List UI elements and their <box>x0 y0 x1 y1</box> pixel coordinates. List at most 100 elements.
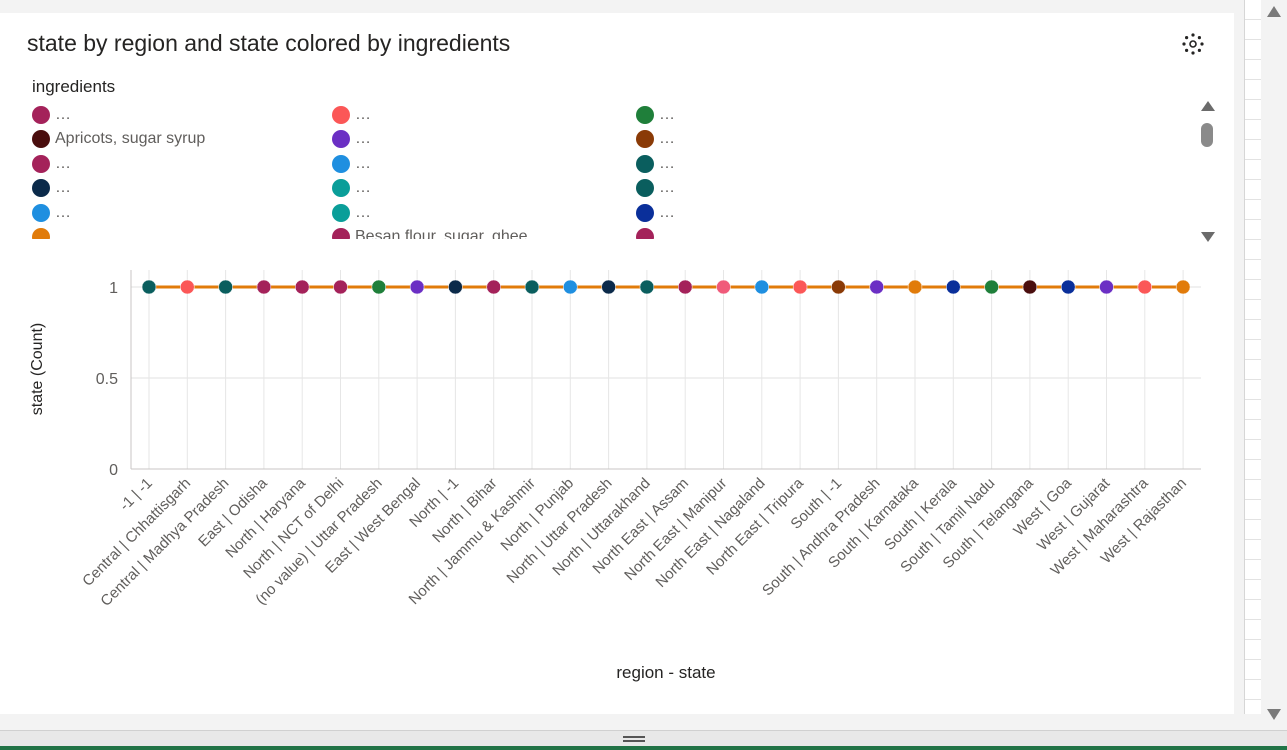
y-tick-label: 0.5 <box>96 371 118 388</box>
legend-marker <box>332 155 350 173</box>
legend-label: … <box>355 155 371 172</box>
y-axis-title: state (Count) <box>29 323 46 415</box>
legend-marker <box>32 204 50 222</box>
legend-marker <box>332 228 350 239</box>
data-point <box>946 279 961 295</box>
data-point <box>1137 279 1153 295</box>
legend-item[interactable]: … <box>32 104 71 126</box>
data-point <box>907 279 923 295</box>
legend-marker <box>332 106 350 124</box>
legend-item[interactable]: … <box>332 128 371 150</box>
legend-item[interactable]: … <box>332 177 371 199</box>
legend-marker <box>636 204 654 222</box>
visual-title: state by region and state colored by ing… <box>27 30 511 56</box>
legend-item[interactable]: … <box>636 153 675 175</box>
legend-item[interactable]: … <box>332 104 371 126</box>
data-point <box>1175 279 1191 295</box>
legend-item[interactable]: … <box>332 202 371 224</box>
data-point <box>486 279 501 295</box>
legend-label: … <box>659 106 675 123</box>
data-point <box>1099 279 1114 295</box>
legend-label: … <box>659 130 675 147</box>
legend-item[interactable]: … <box>32 202 71 224</box>
legend-marker <box>636 179 654 197</box>
legend-item[interactable]: … <box>636 104 675 126</box>
legend: ingredients … Apricots, sugar syrup … … … … … …… <box>30 75 1190 239</box>
data-point <box>831 279 846 295</box>
legend-marker <box>32 130 50 148</box>
legend-title: ingredients <box>32 77 116 96</box>
data-point <box>141 279 157 295</box>
legend-marker <box>636 130 654 148</box>
legend-item[interactable]: … <box>636 177 675 199</box>
data-point <box>563 279 578 295</box>
legend-item[interactable]: … <box>332 153 371 175</box>
legend-label: … <box>355 179 371 196</box>
data-point <box>792 279 808 295</box>
legend-label: … <box>55 204 71 221</box>
data-point <box>409 279 425 295</box>
page-scrollbar[interactable] <box>1262 0 1287 730</box>
legend-item[interactable]: … <box>636 202 675 224</box>
sheet-grid-strip <box>1244 0 1261 714</box>
data-point <box>371 279 387 295</box>
data-point <box>448 279 463 295</box>
data-point <box>524 279 540 295</box>
legend-item[interactable]: Besan flour, sugar, ghee <box>332 226 528 239</box>
focus-mode-icon[interactable] <box>1181 32 1205 56</box>
legend-scroll-up-icon[interactable] <box>1201 101 1215 111</box>
legend-item[interactable]: … <box>636 128 675 150</box>
legend-marker <box>32 179 50 197</box>
legend-item[interactable]: Apricots, sugar syrup <box>32 128 205 150</box>
legend-label: … <box>355 204 371 221</box>
legend-label: … <box>659 204 675 221</box>
legend-label: … <box>659 155 675 172</box>
legend-scroll-thumb[interactable] <box>1201 123 1213 147</box>
y-tick-label: 0 <box>109 462 118 479</box>
data-point <box>601 279 616 295</box>
status-accent <box>0 746 1287 750</box>
legend-marker <box>332 130 350 148</box>
legend-label: … <box>355 130 371 147</box>
data-point <box>1060 279 1076 295</box>
data-point <box>716 279 731 295</box>
bottom-bar <box>0 730 1287 750</box>
x-axis-title: region - state <box>616 663 715 682</box>
legend-label: … <box>659 179 675 196</box>
legend-marker <box>332 204 350 222</box>
legend-label: … <box>55 155 71 172</box>
legend-item[interactable]: … <box>32 226 71 239</box>
legend-item[interactable]: … <box>32 177 71 199</box>
legend-item[interactable]: … <box>636 226 675 239</box>
legend-label: … <box>659 228 675 239</box>
legend-marker <box>636 155 654 173</box>
data-point <box>218 279 233 295</box>
scroll-down-icon[interactable] <box>1267 709 1281 720</box>
y-tick-label: 1 <box>109 280 118 297</box>
data-point <box>333 279 348 295</box>
data-point <box>256 279 272 295</box>
legend-label: … <box>55 106 71 123</box>
visual-card: state by region and state colored by ing… <box>0 13 1234 714</box>
legend-marker <box>636 228 654 239</box>
legend-marker <box>32 228 50 239</box>
legend-marker <box>332 179 350 197</box>
data-point <box>1022 279 1038 295</box>
data-point <box>180 279 195 295</box>
scroll-up-icon[interactable] <box>1267 6 1281 17</box>
data-point <box>639 279 655 295</box>
legend-label: … <box>55 228 71 239</box>
data-point <box>754 279 770 295</box>
data-point <box>294 279 310 295</box>
legend-marker <box>32 155 50 173</box>
legend-item[interactable]: … <box>32 153 71 175</box>
legend-scroll-down-icon[interactable] <box>1201 232 1215 242</box>
legend-label: … <box>55 179 71 196</box>
legend-label: … <box>355 106 371 123</box>
legend-marker <box>636 106 654 124</box>
resize-grip-icon[interactable] <box>623 736 645 742</box>
data-point <box>677 279 693 295</box>
data-point <box>869 279 884 295</box>
legend-label: Besan flour, sugar, ghee <box>355 228 528 239</box>
legend-scrollbar[interactable] <box>1197 89 1219 251</box>
